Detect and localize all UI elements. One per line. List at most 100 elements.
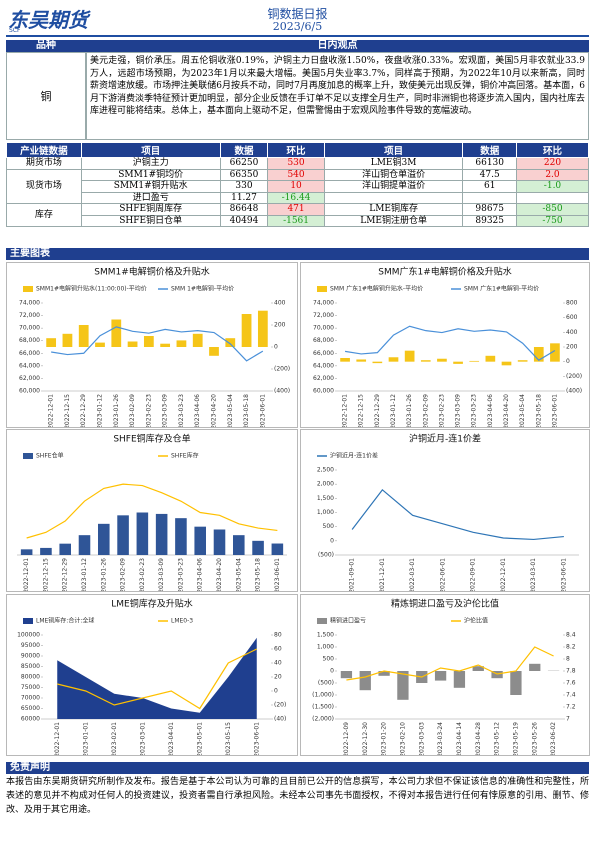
- chart-title: LME铜库存及升贴水: [111, 598, 192, 610]
- x-tick-label: 2023-04-06: [487, 394, 494, 428]
- x-tick-label: 2023-01-26: [406, 394, 413, 428]
- line: [57, 648, 258, 710]
- bar: [397, 671, 409, 700]
- bar: [98, 523, 110, 555]
- legend-swatch: [317, 286, 327, 292]
- line: [346, 646, 554, 681]
- legend-label: SHFE仓单: [36, 452, 64, 460]
- table-cell: 进口盈亏: [80, 191, 221, 204]
- bar: [517, 360, 528, 362]
- x-tick-label: 2023-05-15: [225, 722, 232, 756]
- legend-label: SMM 广东1#电解铜升贴水-平均价: [330, 285, 423, 293]
- x-tick-label: 2023-05-04: [519, 394, 526, 428]
- bar: [111, 319, 122, 347]
- chart: LME铜库存及升贴水 LME铜库存:合计:全球 LME0-3 60000 65000 70…: [6, 594, 298, 756]
- y-tick-label: 2,000: [317, 481, 334, 488]
- table-row: SMM1#铜升贴水 330 10 洋山铜提单溢价 61 -1.0: [7, 180, 590, 193]
- bar: [378, 671, 390, 676]
- x-tick-label: 2023-03-09: [455, 394, 462, 428]
- table-cell: -1.0: [515, 180, 590, 193]
- table-cell: 89325: [462, 214, 517, 227]
- legend-label: 精铜进口盈亏: [330, 617, 366, 625]
- logo-sub: SCF: [9, 27, 21, 34]
- x-tick-label: 2023-05-26: [531, 722, 538, 756]
- y-tick-label: 0: [330, 668, 334, 675]
- table-group: 现货市场: [6, 168, 82, 204]
- x-tick-label: 2023-01-12: [390, 394, 397, 428]
- x-tick-label: 2023-05-01: [196, 722, 203, 756]
- x-tick-label: 2023-04-06: [194, 394, 201, 428]
- bar: [550, 343, 560, 362]
- y-tick-label: 85000: [21, 663, 40, 670]
- y2-tick-label: (200): [274, 366, 290, 373]
- logo: 东吴期货: [8, 8, 88, 32]
- x-tick-label: 2023-01-26: [113, 394, 120, 428]
- y-tick-label: (2,000): [312, 716, 334, 723]
- table-cell: 40494: [219, 214, 269, 227]
- x-tick-label: 2023-02-23: [438, 394, 445, 428]
- bar: [46, 338, 57, 347]
- legend-label: LME0-3: [171, 618, 193, 625]
- chart: 沪铜近月-连1价差沪铜近月-连1价差(500)05001,0001,5002,0…: [300, 429, 590, 592]
- table-cell: 66350: [219, 168, 269, 181]
- x-tick-label: 2023-04-01: [168, 722, 175, 756]
- bar: [510, 671, 522, 695]
- table-header: 项目: [323, 142, 464, 158]
- table-header: 数据: [219, 142, 269, 158]
- y2-tick-label: 7: [566, 716, 570, 723]
- table-cell: 471: [267, 203, 325, 216]
- bar: [78, 325, 89, 347]
- legend-label: LME铜库存:合计:全球: [36, 617, 94, 625]
- y-tick-label: 1,500: [317, 632, 334, 639]
- table-group: 库存: [6, 203, 82, 227]
- legend-swatch: [23, 618, 33, 624]
- legend-label: SHFE库存: [171, 452, 199, 460]
- y-tick-label: 60,000: [313, 388, 334, 395]
- bar: [20, 549, 33, 555]
- y2-tick-label: 8: [566, 656, 570, 663]
- y2-tick-label: 60: [274, 646, 282, 653]
- x-tick-label: 2022-12-15: [42, 558, 49, 592]
- bar: [155, 513, 168, 555]
- y-tick-label: 0: [330, 537, 334, 544]
- y2-tick-label: (200): [566, 373, 582, 380]
- x-tick-label: 2023-03-23: [177, 558, 184, 592]
- y2-tick-label: (20): [274, 702, 286, 709]
- x-tick-label: 2022-12-01: [342, 394, 349, 428]
- x-tick-label: 2023-06-01: [253, 722, 260, 756]
- x-tick-label: 2023-01-01: [82, 722, 89, 756]
- y-tick-label: 68,000: [313, 337, 334, 344]
- bar: [388, 357, 399, 362]
- y2-tick-label: 400: [566, 329, 578, 336]
- legend-swatch: [23, 286, 33, 292]
- x-tick-label: 2023-02-09: [129, 394, 136, 428]
- bar: [437, 358, 447, 362]
- y-tick-label: 72,000: [313, 312, 334, 319]
- y-tick-label: 62,000: [19, 375, 40, 382]
- y2-tick-label: 400: [274, 300, 286, 307]
- bar: [271, 543, 284, 555]
- bar: [485, 355, 496, 362]
- table-header-row: 产业链数据 项目 数据 环比 项目 数据 环比: [6, 142, 590, 158]
- x-tick-label: 2023-03-23: [471, 394, 478, 428]
- x-tick-label: 2023-01-20: [381, 722, 388, 756]
- table-cell: 66130: [462, 157, 517, 170]
- bar: [529, 663, 541, 671]
- x-tick-label: 2023-06-01: [560, 558, 567, 592]
- table-row: 期货市场 沪铜主力 66250 530 LME铜3M 66130 220: [6, 157, 590, 170]
- header-rule: [6, 35, 589, 37]
- y-tick-label: (1,000): [312, 692, 334, 699]
- table-cell: LME铜库存: [323, 203, 464, 216]
- y2-tick-label: 80: [274, 632, 282, 639]
- chart-title: SHFE铜库存及仓单: [113, 433, 190, 445]
- y-tick-label: 62,000: [313, 375, 334, 382]
- y-tick-label: 100000: [17, 632, 40, 639]
- bar: [453, 671, 466, 688]
- x-tick-label: 2023-05-18: [243, 394, 250, 428]
- table-header: 环比: [267, 142, 325, 158]
- legend-label: SMM 1#电解铜-平均价: [171, 285, 234, 293]
- table-cell: 2.0: [515, 168, 590, 181]
- x-tick-label: 2022-12-29: [62, 558, 69, 592]
- x-tick-label: 2022-12-01: [500, 558, 507, 592]
